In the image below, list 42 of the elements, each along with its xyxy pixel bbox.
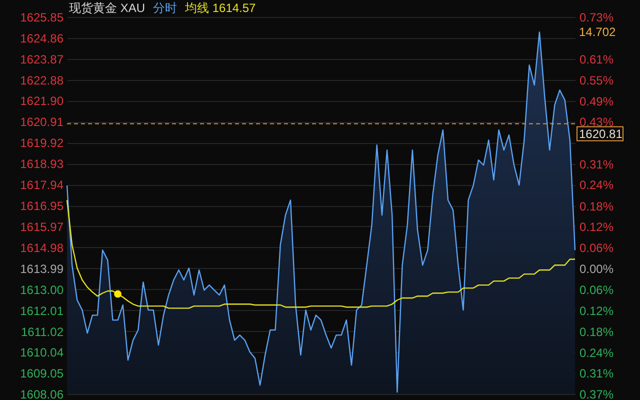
y-tick-label: 1610.04: [20, 346, 64, 360]
y-tick-label: 1623.87: [20, 52, 64, 66]
y-tick-label: 1613.00: [20, 282, 64, 297]
y2-tick-label: 0.61%: [580, 52, 614, 67]
y-tick-label: 1621.90: [20, 94, 64, 108]
y2-tick-label: 0.00%: [580, 262, 614, 276]
y2-tick-label: 0.12%: [580, 304, 614, 318]
text: 均线 1614.57: [184, 1, 256, 15]
text: 14.702: [579, 25, 616, 39]
y-tick-label: 1625.85: [20, 10, 64, 24]
y-tick-label: 1608.06: [20, 388, 64, 400]
y2-tick-label: 0.06%: [580, 241, 614, 256]
text: 分时: [153, 1, 178, 15]
y2-tick-label: 0.43%: [580, 115, 614, 130]
y-tick-label: 1618.93: [20, 157, 64, 172]
line-series: [66, 199, 576, 309]
ref-line-label: 1620.81: [579, 126, 623, 141]
y2-tick-label: 0.18%: [580, 199, 614, 214]
y-tick-label: 1609.05: [20, 366, 64, 381]
y2-tick-label: 0.73%: [580, 10, 614, 24]
y-tick-label: 1615.97: [20, 220, 64, 234]
y-tick-label: 1622.88: [20, 73, 64, 88]
y-tick-label: 1624.86: [20, 31, 64, 46]
y2-tick-label: 0.49%: [580, 94, 614, 108]
chart-title: 现货黄金 XAU: [69, 1, 146, 15]
y-tick-label: 1614.98: [20, 240, 64, 255]
y-tick-label: 1619.92: [20, 136, 64, 150]
y2-tick-label: 0.06%: [580, 282, 614, 297]
y-tick-label: 1612.01: [20, 304, 64, 318]
y-tick-label: 1620.91: [20, 115, 64, 130]
y2-tick-label: 0.24%: [580, 346, 614, 360]
y-tick-label: 1611.02: [21, 324, 64, 339]
y-tick-label: 1613.99: [20, 262, 64, 276]
y2-tick-label: 0.18%: [580, 324, 614, 339]
y-tick-label: 1616.95: [20, 199, 64, 214]
y2-tick-label: 0.24%: [580, 178, 614, 192]
y2-tick-label: 0.55%: [580, 73, 614, 88]
y2-tick-label: 0.31%: [580, 157, 614, 172]
y2-tick-label: 0.31%: [580, 366, 614, 381]
y2-tick-label: 0.12%: [580, 220, 614, 234]
y-tick-label: 1617.94: [20, 178, 64, 192]
y2-tick-label: 0.37%: [580, 388, 614, 400]
